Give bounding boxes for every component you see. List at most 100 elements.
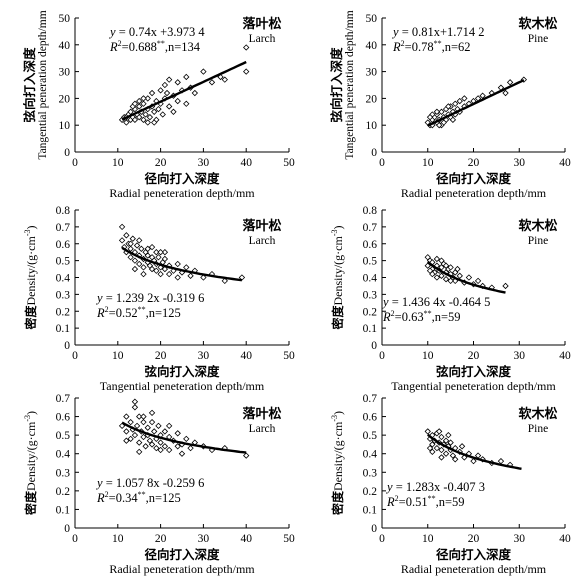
data-point: [136, 103, 143, 110]
data-point: [140, 433, 147, 441]
data-point: [465, 274, 473, 281]
r2-significance: **: [424, 309, 432, 318]
species-label-cn: 软木松: [518, 406, 557, 421]
data-point: [127, 240, 134, 247]
r2-significance: **: [434, 39, 442, 48]
y-tick-label: 0.5: [363, 430, 378, 442]
x-tick-label: 40: [240, 157, 252, 169]
regression-equation: y = 1.057 8x -0.259 6: [95, 476, 204, 490]
y-axis-label: 密度Density/(g·cm-3): [23, 411, 38, 515]
data-point: [200, 274, 207, 281]
data-point: [221, 277, 228, 285]
x-tick-label: 40: [240, 350, 252, 362]
x-tick-label: 0: [72, 533, 78, 545]
y-tick-label: 0.8: [363, 205, 378, 217]
data-point: [131, 398, 139, 405]
y-axis-label-en: Tangential peneration depth/mm: [37, 10, 49, 159]
data-point: [436, 122, 443, 129]
data-point: [144, 95, 151, 102]
x-tick-label: 30: [198, 157, 210, 169]
y-tick-label: 0.7: [56, 393, 71, 405]
r2-symbol: R: [109, 40, 118, 54]
data-point: [144, 119, 151, 126]
data-point: [442, 262, 450, 269]
data-point: [153, 249, 160, 256]
y-tick-label: 0.4: [363, 273, 378, 285]
data-point: [155, 422, 162, 430]
data-point: [140, 264, 147, 271]
data-point: [208, 79, 216, 86]
data-point: [153, 444, 160, 452]
y-axis-label-cn: 密度: [23, 305, 38, 330]
data-point: [438, 446, 445, 454]
data-point: [133, 422, 141, 430]
data-point: [136, 439, 143, 446]
r2-superscript: 2: [105, 305, 109, 314]
equation-rest: = 0.74x +3.973 4: [116, 25, 206, 39]
data-point: [127, 245, 134, 252]
data-point: [140, 270, 147, 278]
x-axis-label-cn: 径向打入深度: [436, 547, 512, 562]
data-point: [433, 108, 441, 115]
data-point: [142, 111, 149, 118]
r-squared-text: R2=0.51**,n=59: [386, 494, 465, 509]
equation-rest: = 1.283x -0.407 3: [393, 480, 485, 494]
sample-size: ,n=134: [165, 40, 201, 54]
data-point: [174, 97, 181, 105]
data-point: [183, 100, 190, 107]
y-axis-label-en: Density/(g·cm: [24, 236, 38, 306]
data-point: [129, 235, 136, 242]
data-point: [136, 97, 143, 105]
species-label-cn: 落叶松: [242, 16, 281, 31]
data-point: [131, 116, 139, 124]
data-point: [438, 257, 445, 264]
data-point: [123, 119, 130, 126]
y-tick-label: 0.2: [363, 306, 378, 318]
data-point: [118, 237, 126, 244]
r-squared-text: R2=0.52**,n=125: [96, 305, 181, 320]
y-axis-label-cn: 密度: [330, 490, 345, 515]
sample-size: ,n=59: [432, 310, 461, 324]
data-point: [470, 457, 477, 465]
data-point: [138, 245, 145, 252]
x-tick-label: 20: [468, 533, 480, 545]
data-point: [163, 89, 171, 97]
data-point: [447, 277, 454, 285]
data-point: [445, 103, 452, 110]
r2-superscript: 2: [118, 39, 122, 48]
data-point: [506, 79, 514, 86]
r-squared-text: R2=0.63**,n=59: [382, 309, 461, 324]
y-tick-label: 0.5: [56, 430, 71, 442]
data-point: [161, 443, 169, 450]
data-point: [183, 435, 190, 443]
equation-y: y: [95, 476, 103, 490]
data-point: [140, 95, 147, 102]
data-point: [140, 116, 147, 124]
y-tick-label: 30: [366, 67, 378, 79]
data-point: [131, 265, 139, 273]
data-point: [497, 457, 505, 465]
data-point: [442, 450, 450, 457]
species-label-en: Pine: [528, 235, 548, 247]
r2-superscript: 2: [391, 309, 395, 318]
data-point: [123, 437, 130, 444]
r-squared-text: R2=0.688**,n=134: [109, 39, 201, 54]
data-point: [243, 44, 250, 51]
data-point: [127, 418, 134, 426]
data-point: [161, 249, 169, 256]
data-point: [165, 76, 173, 83]
y-tick-label: 0.7: [363, 222, 378, 234]
r2-significance: **: [428, 494, 436, 503]
y-axis-unit-exponent: -3: [330, 415, 339, 422]
data-point: [183, 73, 190, 81]
y-tick-label: 0: [371, 340, 377, 352]
r2-significance: **: [138, 490, 146, 499]
r2-symbol: R: [96, 491, 105, 505]
data-point: [165, 446, 173, 454]
data-point: [426, 444, 434, 452]
y-tick-label: 0: [64, 147, 70, 159]
x-tick-label: 40: [240, 533, 252, 545]
y-axis-label-cn: 密度: [23, 490, 38, 515]
species-label-cn: 落叶松: [242, 406, 281, 421]
x-tick-label: 10: [112, 350, 124, 362]
